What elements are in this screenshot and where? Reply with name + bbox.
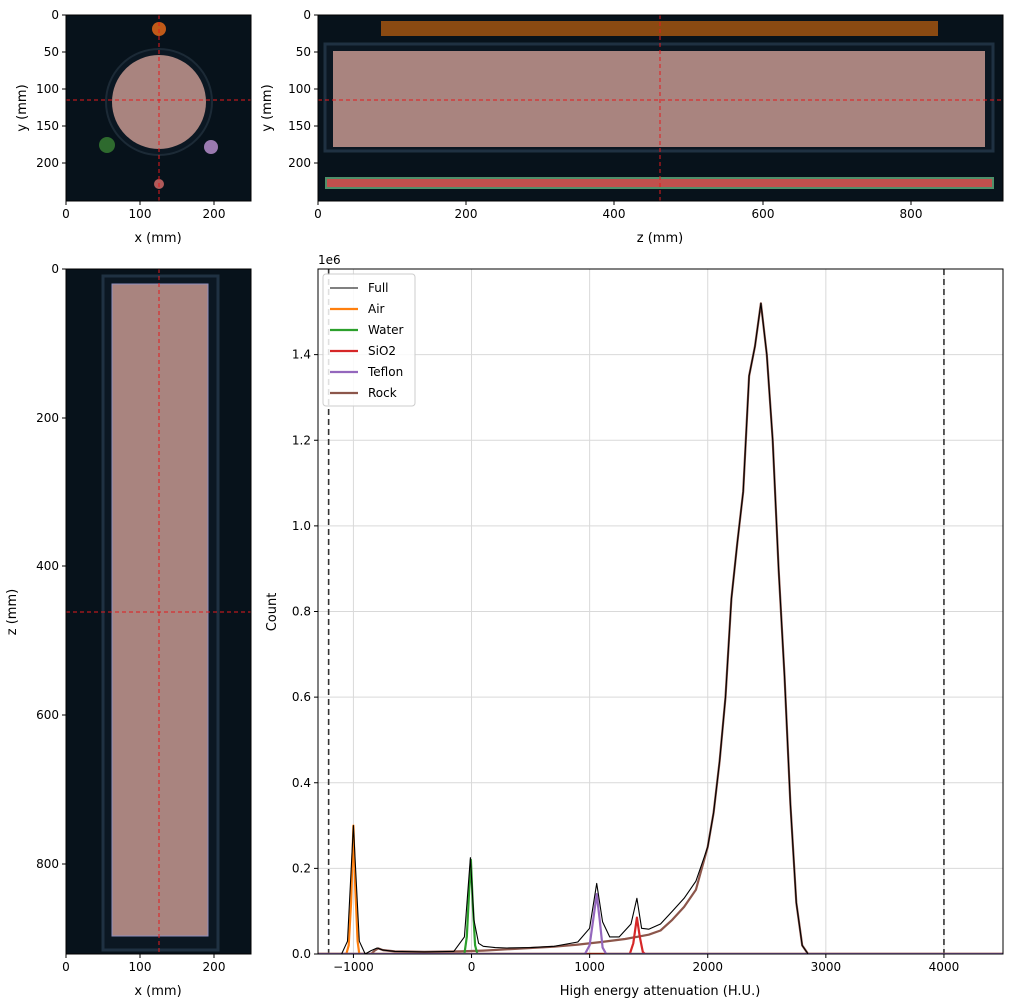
coronal-y-ticks: 0 200 400 600 800 <box>36 262 66 871</box>
histogram-x-ticks: −1000 0 1000 2000 3000 4000 <box>333 954 959 974</box>
tick-label: 200 <box>455 207 478 221</box>
coronal-x-ticks: 0 100 200 <box>62 954 225 974</box>
tick-label: 0.2 <box>292 861 311 875</box>
tick-label: 800 <box>36 857 59 871</box>
rock-core-longitudinal <box>333 51 985 147</box>
series-line-teflon <box>318 893 1003 954</box>
tick-label: 0 <box>303 8 311 22</box>
histogram-y-ticks: 0.0 0.2 0.4 0.6 0.8 1.0 1.2 1.4 <box>292 348 318 961</box>
legend-label: Water <box>368 323 404 337</box>
rock-core-longitudinal <box>111 283 209 937</box>
axial-y-ticks: 0 50 100 150 200 <box>36 8 66 170</box>
tick-label: 400 <box>36 559 59 573</box>
legend: Full Air Water SiO2 Teflon Rock <box>322 273 416 407</box>
tick-label: 50 <box>296 45 311 59</box>
tick-label: 200 <box>288 156 311 170</box>
tick-label: 0 <box>62 207 70 221</box>
tick-label: 100 <box>36 82 59 96</box>
tick-label: 0.0 <box>292 947 311 961</box>
sagittal-y-axis-label: y (mm) <box>260 84 275 131</box>
tick-label: 50 <box>44 45 59 59</box>
series-line-full <box>318 302 1003 954</box>
tick-label: 0 <box>62 960 70 974</box>
coronal-frame <box>65 268 252 955</box>
tick-label: 200 <box>36 156 59 170</box>
histogram-x-axis-label: High energy attenuation (H.U.) <box>560 984 761 999</box>
sagittal-x-ticks: 0 200 400 600 800 <box>314 201 922 221</box>
tick-label: 0 <box>314 207 322 221</box>
tick-label: 100 <box>129 960 152 974</box>
axial-x-ticks: 0 100 200 <box>62 201 225 221</box>
tick-label: 600 <box>752 207 775 221</box>
tick-label: 200 <box>203 960 226 974</box>
axial-y-axis-label: y (mm) <box>15 84 30 131</box>
tick-label: 4000 <box>929 960 960 974</box>
legend-label: Full <box>368 281 389 295</box>
tick-label: 100 <box>288 82 311 96</box>
tick-label: 2000 <box>692 960 723 974</box>
tick-label: 1.2 <box>292 433 311 447</box>
tick-label: 100 <box>129 207 152 221</box>
tick-label: 1000 <box>574 960 605 974</box>
coronal-slice-panel: 0 100 200 0 200 400 600 800 x (mm) z (mm… <box>5 262 252 999</box>
tick-label: 3000 <box>811 960 842 974</box>
tick-label: 200 <box>203 207 226 221</box>
tick-label: 1.4 <box>292 348 311 362</box>
legend-label: Air <box>368 302 385 316</box>
axial-x-axis-label: x (mm) <box>134 231 181 246</box>
axial-slice-panel: 0 100 200 0 50 100 150 200 x (mm) y (mm) <box>15 8 252 246</box>
sagittal-frame <box>317 14 1004 202</box>
tick-label: 0 <box>51 262 59 276</box>
histogram-y-axis-label: Count <box>265 593 280 632</box>
coronal-y-axis-label: z (mm) <box>5 589 20 635</box>
axial-frame <box>65 14 252 202</box>
series-lines <box>318 302 1003 954</box>
sagittal-y-ticks: 0 50 100 150 200 <box>288 8 318 170</box>
legend-label: SiO2 <box>368 344 396 358</box>
tick-label: 150 <box>288 119 311 133</box>
tick-label: −1000 <box>333 960 374 974</box>
tick-label: 150 <box>36 119 59 133</box>
tick-label: 0.8 <box>292 605 311 619</box>
sagittal-x-axis-label: z (mm) <box>637 231 683 246</box>
legend-label: Rock <box>368 386 397 400</box>
tick-label: 0.4 <box>292 776 311 790</box>
histogram-panel: −1000 0 1000 2000 3000 4000 0.0 0.2 0.4 0.6 0.8 1.… <box>265 253 1004 999</box>
tick-label: 0 <box>51 8 59 22</box>
tick-label: 0 <box>468 960 476 974</box>
tick-label: 200 <box>36 411 59 425</box>
tick-label: 400 <box>603 207 626 221</box>
legend-label: Teflon <box>367 365 403 379</box>
y-offset-label: 1e6 <box>318 253 341 267</box>
teflon-reference-marker <box>204 140 218 154</box>
tick-label: 600 <box>36 708 59 722</box>
air-reference-rod <box>381 21 938 36</box>
sagittal-slice-panel: 0 200 400 600 800 0 50 100 150 200 z (mm… <box>260 8 1004 246</box>
tick-label: 800 <box>900 207 923 221</box>
coronal-x-axis-label: x (mm) <box>134 984 181 999</box>
tick-label: 1.0 <box>292 519 311 533</box>
water-reference-marker <box>99 137 115 153</box>
tick-label: 0.6 <box>292 690 311 704</box>
